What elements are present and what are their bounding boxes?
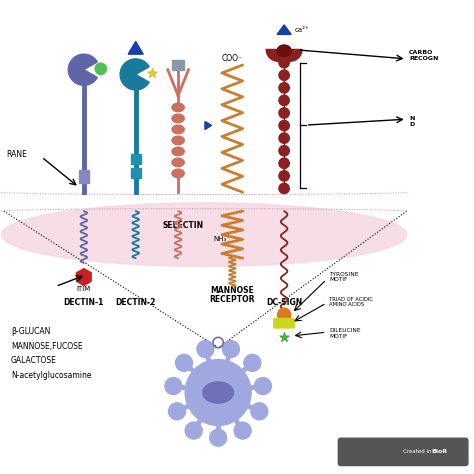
Circle shape (279, 95, 289, 106)
Circle shape (210, 429, 227, 446)
Text: MANNOSE,FUCOSE: MANNOSE,FUCOSE (11, 342, 82, 351)
Wedge shape (68, 54, 97, 85)
Circle shape (255, 378, 272, 394)
Circle shape (185, 359, 251, 426)
Text: DECTIN-2: DECTIN-2 (116, 298, 156, 307)
Circle shape (279, 183, 289, 194)
Text: GALACTOSE: GALACTOSE (11, 356, 57, 365)
Ellipse shape (172, 136, 184, 145)
Circle shape (279, 70, 289, 81)
Wedge shape (120, 59, 149, 90)
FancyBboxPatch shape (338, 438, 468, 465)
Text: MANNOSE: MANNOSE (210, 286, 254, 295)
Wedge shape (266, 49, 290, 61)
Circle shape (165, 378, 182, 394)
Ellipse shape (203, 382, 234, 403)
Polygon shape (277, 25, 291, 35)
Point (148, 69, 156, 77)
Circle shape (279, 146, 289, 156)
Text: ca²⁺: ca²⁺ (294, 27, 309, 33)
Circle shape (197, 341, 214, 357)
Text: BioR: BioR (431, 449, 447, 455)
Circle shape (279, 108, 289, 118)
Ellipse shape (277, 45, 291, 57)
Circle shape (95, 63, 107, 74)
Circle shape (175, 355, 192, 371)
Circle shape (234, 422, 251, 439)
Text: DECTIN-1: DECTIN-1 (64, 298, 104, 307)
Circle shape (279, 57, 289, 68)
Text: NH₃⁺: NH₃⁺ (213, 237, 230, 242)
Text: SELECTIN: SELECTIN (162, 221, 203, 230)
Circle shape (277, 308, 291, 321)
Text: N
D: N D (409, 116, 414, 127)
Circle shape (279, 171, 289, 181)
Circle shape (279, 158, 289, 168)
Text: N-acetylglucosamine: N-acetylglucosamine (11, 371, 91, 380)
Ellipse shape (172, 147, 184, 155)
Bar (130, 168, 141, 178)
Circle shape (185, 422, 202, 439)
Circle shape (279, 133, 289, 143)
Text: Created in: Created in (403, 449, 434, 455)
Text: DC-SIGN: DC-SIGN (266, 298, 302, 307)
FancyBboxPatch shape (274, 319, 294, 328)
Polygon shape (76, 269, 91, 285)
Bar (130, 154, 141, 164)
Circle shape (244, 355, 261, 371)
Wedge shape (278, 49, 302, 61)
Text: TRIAD OF ACIDIC
AMINO ACIDS: TRIAD OF ACIDIC AMINO ACIDS (329, 297, 373, 308)
Text: CARBO
RECOGN: CARBO RECOGN (409, 50, 438, 61)
Ellipse shape (172, 114, 184, 123)
Text: TYROSINE
MOTIF: TYROSINE MOTIF (329, 272, 358, 283)
Circle shape (279, 120, 289, 131)
Ellipse shape (1, 203, 407, 266)
Text: β-GLUCAN: β-GLUCAN (11, 327, 50, 336)
Circle shape (251, 403, 268, 420)
Circle shape (222, 341, 239, 357)
Circle shape (169, 403, 185, 420)
Point (280, 333, 288, 341)
Polygon shape (205, 121, 211, 129)
Text: DILEUCINE
MOTIF: DILEUCINE MOTIF (329, 328, 361, 338)
Bar (173, 60, 184, 70)
Text: ITIM: ITIM (77, 286, 91, 292)
Ellipse shape (172, 125, 184, 134)
Ellipse shape (172, 103, 184, 112)
Circle shape (279, 82, 289, 93)
Text: COO⁻: COO⁻ (222, 54, 243, 63)
Text: RECEPTOR: RECEPTOR (210, 295, 255, 304)
Polygon shape (128, 41, 143, 54)
Bar (79, 170, 89, 183)
Ellipse shape (172, 169, 184, 178)
Ellipse shape (172, 158, 184, 167)
Text: RANE: RANE (6, 150, 27, 159)
